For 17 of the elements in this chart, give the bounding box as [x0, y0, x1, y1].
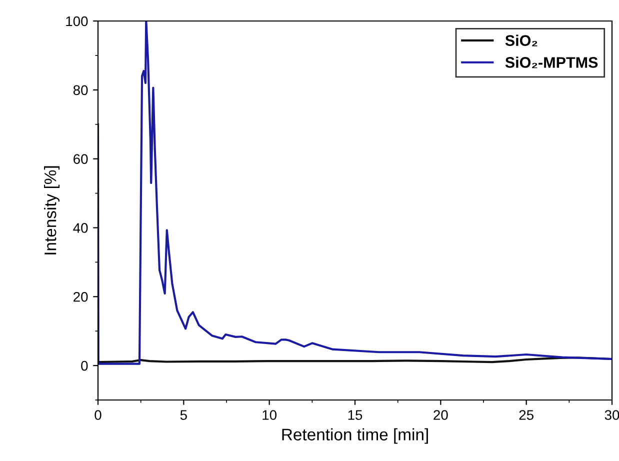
y-tick-label: 60	[74, 154, 88, 164]
x-tick-label: 15	[348, 410, 362, 420]
legend-label: SiO₂	[505, 34, 538, 46]
x-tick-label: 10	[262, 410, 277, 420]
x-tick-label: 5	[180, 410, 187, 420]
x-tick-label: 0	[94, 410, 102, 420]
y-tick-label: 40	[73, 223, 88, 233]
y-tick-label: 0	[81, 360, 88, 371]
y-tick-label: 20	[74, 292, 88, 302]
y-axis-title: Intensity [%]	[44, 166, 60, 254]
y-tick-label: 80	[73, 85, 88, 96]
x-tick-label: 30	[604, 410, 619, 420]
x-axis-title: Retention time [min]	[282, 428, 428, 444]
x-tick-label: 25	[519, 410, 534, 420]
legend-label: SiO₂-MPTMS	[505, 56, 598, 68]
y-tick-label: 100	[66, 16, 88, 26]
x-tick-label: 20	[434, 410, 448, 420]
